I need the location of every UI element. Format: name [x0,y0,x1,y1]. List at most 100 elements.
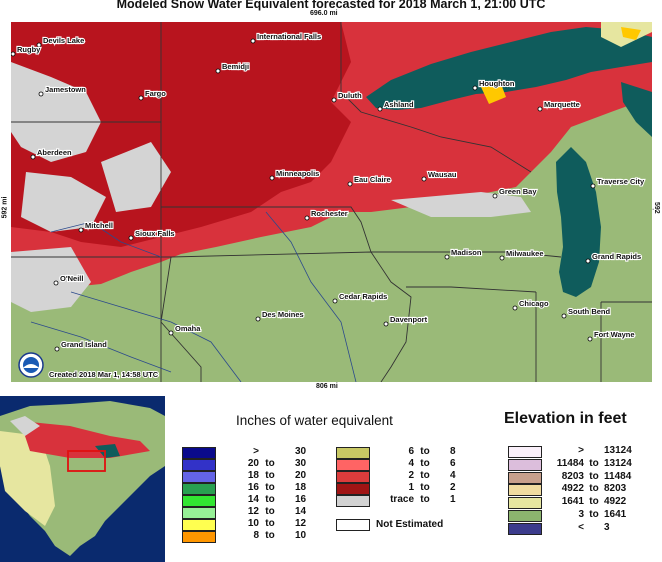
city-dot [585,258,591,264]
city-label: Aberdeen [37,148,72,157]
city-label: Devils Lake [43,36,84,45]
city-dot [304,215,310,221]
legend-swatch [508,497,542,510]
legend-swatch [508,522,542,535]
legend-hi: 2 [450,482,456,493]
width-bottom-label: 806 mi [316,383,338,390]
legend-lo: 20 [247,458,259,469]
city-label: Sioux Falls [135,229,175,238]
legend-to: to [589,457,599,469]
legend-hi: 8203 [604,483,627,495]
city-label: Marquette [544,100,580,109]
state-boundaries [11,22,652,382]
city-dot [561,313,567,319]
legend-hi: 13124 [604,445,632,456]
legend-row: 8203 to 11484 [508,470,648,484]
legend-to: to [265,518,275,529]
legend-row: 8 to 10 [182,530,312,543]
heavy-snow-region [11,22,351,247]
city-dot [499,255,505,261]
legend-row: >13124 [508,445,648,458]
legend-row: 1 to 2 [336,482,466,495]
legend-lo: 11484 [556,457,584,469]
legend-row: 6 to 8 [336,446,466,459]
city-dot [36,42,42,48]
city-label: Fort Wayne [594,330,635,339]
legend-to: to [265,470,275,481]
city-dot [590,183,596,189]
height-left-label: 592 mi [1,196,9,219]
legend-to: to [589,509,599,520]
legend-swatch [336,459,370,471]
city-dot [78,227,84,233]
legend-hi: 4922 [604,496,627,508]
elevation-legend-title: Elevation in feet [504,410,627,427]
legend-lo: < [578,521,584,533]
legend-swatch [182,531,216,543]
city-dot [250,38,256,44]
legend-hi: 1641 [604,509,627,520]
city-label: Des Moines [262,310,304,319]
city-label: Cedar Rapids [339,292,387,301]
city-dot [269,175,275,181]
city-dot [421,176,427,182]
legend-row: 3 to 1641 [508,509,648,522]
legend-lo: 4 [408,458,414,469]
legend-row: 10 to 12 [182,518,312,531]
city-dot [377,106,383,112]
legend-swatch [508,446,542,458]
legend-to: to [420,458,430,469]
city-label: Minneapolis [276,169,319,178]
legend-hi: 13124 [604,457,632,469]
not-estimated-label: Not Estimated [376,519,444,530]
legend-lo: 1 [408,482,414,493]
legend-swatch [508,458,542,471]
lake-huron [621,82,652,137]
legend-lo: 4922 [561,483,584,495]
rivers [30,211,357,382]
legend-row: 11484 to 13124 [508,457,648,471]
legend-swatch [508,484,542,497]
city-label: Grand Island [61,340,107,349]
legend-swatch [182,519,216,531]
city-label: Omaha [175,324,201,333]
legend-row: 4 to 6 [336,458,466,471]
created-credit: Created 2018 Mar 1, 14:58 UTC [49,370,159,379]
legend-to: to [265,482,275,493]
legend-to: to [265,458,275,469]
legend-swatch [182,471,216,483]
city-label: South Bend [568,307,610,316]
legend-to: to [420,446,430,457]
legend-to: to [420,482,430,493]
legend-lo: 18 [247,470,259,481]
legend-to: to [420,470,430,481]
snow-map[interactable]: Devils Lake Rugby International Falls Bemid… [11,22,652,382]
city-label: Jamestown [45,85,86,94]
legend-lo: 8203 [561,470,584,482]
swe-legend-title: Inches of water equivalent [236,413,393,428]
city-label: Mitchell [85,221,113,230]
legend-row: 18 to 20 [182,470,312,483]
trace-patch [21,172,106,232]
legend-hi: 1 [450,494,456,505]
legend-hi: 30 [295,458,307,469]
legend-hi: 6 [450,458,456,469]
legend-swatch [182,507,216,519]
city-dot [215,68,221,74]
city-dot [347,181,353,187]
inset-map[interactable] [0,396,165,562]
legend-hi: 12 [295,518,307,529]
legend-lo: 3 [578,509,584,520]
legend-swatch [336,447,370,459]
city-label: Rochester [311,209,348,218]
legend-lo: > [253,446,259,457]
legend-row: <3 [508,521,648,535]
legend-swatch [182,459,216,471]
legend-row: 1641 to 4922 [508,496,648,510]
legend-to: to [265,506,275,517]
legend-hi: 30 [295,446,307,457]
map-title: Modeled Snow Water Equivalent forecasted… [116,0,546,11]
trace-cover [10,416,40,436]
city-label: O'Neill [60,274,83,283]
